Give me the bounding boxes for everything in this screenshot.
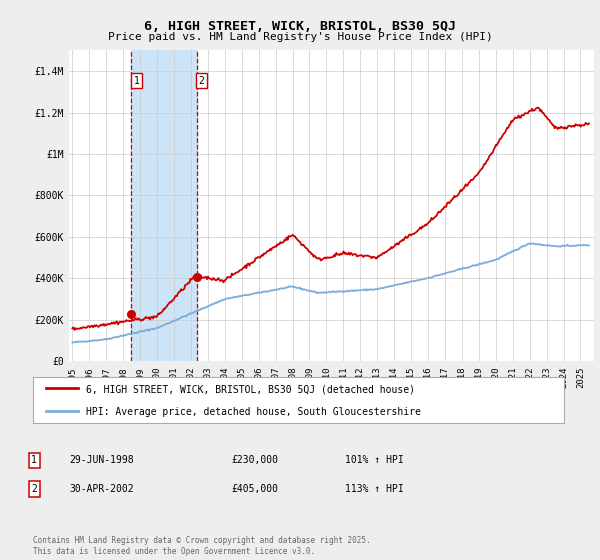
Text: Price paid vs. HM Land Registry's House Price Index (HPI): Price paid vs. HM Land Registry's House … bbox=[107, 32, 493, 42]
Text: 6, HIGH STREET, WICK, BRISTOL, BS30 5QJ: 6, HIGH STREET, WICK, BRISTOL, BS30 5QJ bbox=[144, 20, 456, 32]
Text: £405,000: £405,000 bbox=[231, 484, 278, 494]
Text: 6, HIGH STREET, WICK, BRISTOL, BS30 5QJ (detached house): 6, HIGH STREET, WICK, BRISTOL, BS30 5QJ … bbox=[86, 384, 415, 394]
Bar bbox=[131, 50, 197, 361]
Text: 29-JUN-1998: 29-JUN-1998 bbox=[69, 455, 134, 465]
Text: 113% ↑ HPI: 113% ↑ HPI bbox=[345, 484, 404, 494]
Text: Contains HM Land Registry data © Crown copyright and database right 2025.
This d: Contains HM Land Registry data © Crown c… bbox=[33, 536, 371, 556]
Text: 1: 1 bbox=[31, 455, 37, 465]
Text: 30-APR-2002: 30-APR-2002 bbox=[69, 484, 134, 494]
Text: £230,000: £230,000 bbox=[231, 455, 278, 465]
Text: 1: 1 bbox=[134, 76, 139, 86]
Text: 101% ↑ HPI: 101% ↑ HPI bbox=[345, 455, 404, 465]
Text: 2: 2 bbox=[31, 484, 37, 494]
Text: HPI: Average price, detached house, South Gloucestershire: HPI: Average price, detached house, Sout… bbox=[86, 407, 421, 417]
Text: 2: 2 bbox=[199, 76, 205, 86]
